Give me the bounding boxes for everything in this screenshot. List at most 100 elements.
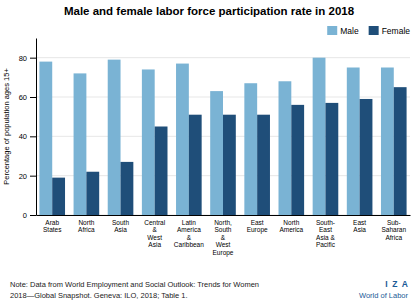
- x-tick-label: North,South&WestEurope: [213, 219, 234, 257]
- x-tick-label: ArabStates: [43, 219, 62, 233]
- x-tick-label-line: Arab: [45, 219, 59, 226]
- bar: [244, 83, 257, 215]
- y-tick: 80: [19, 54, 36, 63]
- y-tick-label: 40: [19, 132, 27, 141]
- legend-label: Female: [382, 26, 411, 36]
- x-tick-label-line: West: [147, 234, 162, 241]
- x-tick: Sub-SaharanAfrica: [381, 215, 406, 241]
- x-tick-label-line: Central: [144, 219, 166, 226]
- x-tick: EastAsia: [353, 215, 366, 233]
- x-tick-label: South-EastAsia &Pacific: [316, 219, 336, 248]
- grid: [36, 58, 410, 215]
- x-tick-label: EastAsia: [353, 219, 366, 233]
- x-tick-label-line: Pacific: [316, 241, 336, 248]
- bars: [39, 58, 406, 215]
- bar: [347, 68, 360, 216]
- bar: [52, 178, 65, 215]
- y-tick-label: 0: [23, 211, 27, 220]
- x-tick: North,South&WestEurope: [213, 215, 234, 257]
- x-tick-label-line: East: [353, 219, 366, 226]
- x-tick-label-line: East: [251, 219, 264, 226]
- x-tick-label: Central&WestAsia: [144, 219, 166, 248]
- bar: [176, 64, 189, 215]
- x-axis-line: [37, 215, 411, 216]
- bar: [223, 115, 236, 215]
- bar: [121, 162, 134, 215]
- x-tick-label: LatinAmerica&Caribbean: [174, 219, 204, 248]
- y-axis-line: [36, 39, 37, 216]
- bar: [291, 105, 304, 215]
- bar: [142, 69, 155, 215]
- x-tick-label-line: America: [177, 226, 201, 233]
- y-tick-label: 20: [19, 172, 27, 181]
- x-tick: EastEurope: [247, 215, 268, 234]
- x-tick-label-line: &: [221, 234, 226, 241]
- bar: [394, 87, 407, 215]
- x-tick-label-line: America: [279, 226, 303, 233]
- logo-subtext: World of Labor: [359, 291, 409, 300]
- x-tick-label-line: Europe: [213, 249, 234, 257]
- x-tick: NorthAmerica: [279, 215, 303, 233]
- x-tick-label-line: West: [216, 241, 231, 248]
- x-tick-label-line: &: [153, 226, 158, 233]
- x-tick-label-line: Caribbean: [174, 241, 204, 248]
- y-tick: 40: [19, 132, 36, 141]
- x-tick-label-line: Asia: [148, 241, 161, 248]
- bar: [313, 58, 326, 215]
- chart: Male and female labor force participatio…: [0, 0, 418, 307]
- x-tick-label: SouthAsia: [112, 219, 129, 233]
- x-axis: ArabStatesNorthAfricaSouthAsiaCentral&We…: [37, 215, 411, 257]
- bar: [86, 172, 99, 215]
- legend-swatch: [369, 26, 379, 35]
- y-tick: 60: [19, 93, 36, 102]
- x-tick-label-line: Saharan: [381, 226, 406, 233]
- y-tick-label: 60: [19, 93, 27, 102]
- bar: [381, 68, 394, 216]
- x-tick-label-line: South-: [316, 219, 335, 226]
- x-tick-label-line: Asia: [353, 226, 366, 233]
- x-tick-label-line: Africa: [78, 226, 95, 233]
- plot: 020406080ArabStatesNorthAfricaSouthAsiaC…: [2, 39, 411, 257]
- bar: [325, 103, 338, 215]
- x-tick: NorthAfrica: [78, 215, 95, 233]
- bar: [360, 99, 373, 215]
- x-tick-label-line: Africa: [385, 234, 402, 241]
- bar: [279, 81, 292, 215]
- x-tick-label: Sub-SaharanAfrica: [381, 219, 406, 241]
- series: [39, 58, 393, 215]
- x-tick-label-line: Latin: [182, 219, 196, 226]
- y-axis: 0 20 40 60 80: [19, 39, 37, 220]
- y-axis-title: Percentage of population ages 15+: [2, 68, 11, 185]
- y-tick-mark: [30, 97, 36, 98]
- bar: [210, 91, 223, 215]
- y-tick-mark: [30, 58, 36, 59]
- y-tick: 0: [23, 211, 36, 220]
- legend-item: Female: [369, 26, 411, 36]
- bar: [74, 73, 87, 215]
- bar: [155, 127, 168, 216]
- title: Male and female labor force participatio…: [64, 5, 355, 17]
- bar: [257, 115, 270, 215]
- x-tick: South-EastAsia &Pacific: [316, 215, 336, 248]
- x-tick: LatinAmerica&Caribbean: [174, 215, 204, 248]
- x-tick-label-line: States: [43, 226, 62, 233]
- x-tick-label: EastEurope: [247, 219, 268, 234]
- x-tick-label-line: Asia: [114, 226, 127, 233]
- x-tick: Central&WestAsia: [144, 215, 166, 248]
- legend-label: Male: [340, 26, 359, 36]
- series: [52, 87, 406, 215]
- x-tick-label-line: South: [215, 226, 232, 233]
- x-tick: SouthAsia: [112, 215, 129, 233]
- x-tick-label-line: East: [319, 226, 332, 233]
- x-tick-label-line: North: [283, 219, 299, 226]
- grid-line: [36, 57, 410, 58]
- notes: Note: Data from World Employment and Soc…: [10, 279, 408, 300]
- legend-swatch: [327, 26, 337, 35]
- bar: [108, 60, 121, 215]
- legend-item: Male: [327, 26, 359, 36]
- logo-text: I Z A: [385, 279, 408, 289]
- bar: [189, 115, 202, 215]
- y-tick-mark: [30, 176, 36, 177]
- bar: [39, 62, 52, 215]
- y-tick-mark: [30, 215, 36, 216]
